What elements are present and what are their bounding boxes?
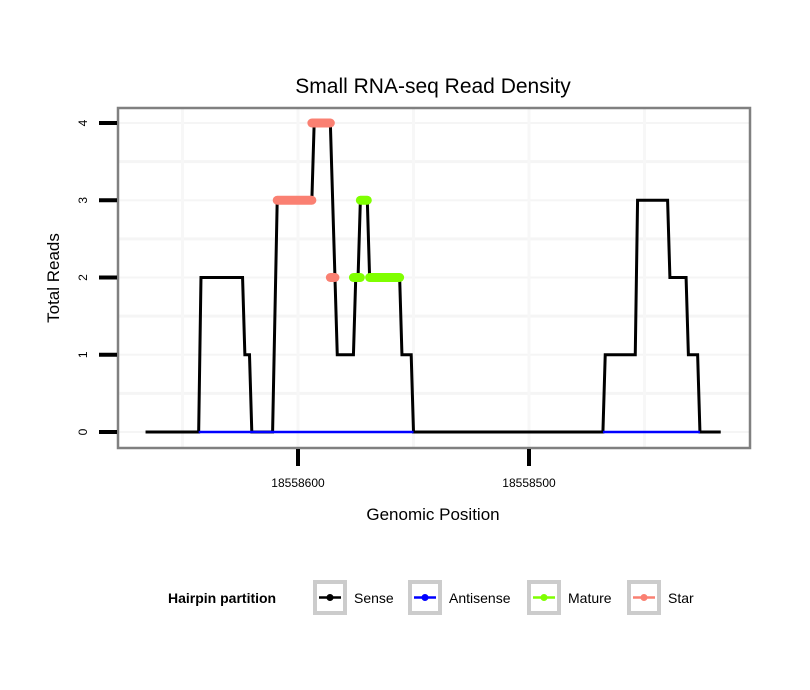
y-tick-label: 0	[76, 428, 90, 435]
series-layer	[145, 118, 721, 434]
y-axis: 0 1 2 3 4	[76, 119, 117, 435]
y-tick-label: 4	[76, 119, 90, 126]
chart-title: Small RNA-seq Read Density	[295, 75, 571, 98]
x-axis-title: Genomic Position	[366, 505, 499, 524]
x-axis: 18558600 18558500	[271, 449, 556, 490]
legend: Hairpin partition Sense Antisense Mature St…	[168, 580, 694, 615]
legend-key-point	[640, 594, 648, 601]
legend-label: Mature	[568, 590, 612, 606]
y-tick-label: 3	[76, 197, 90, 204]
legend-key-point	[540, 594, 548, 601]
legend-item-sense: Sense	[313, 580, 394, 615]
y-axis-title: Total Reads	[44, 233, 63, 323]
legend-item-antisense: Antisense	[408, 580, 511, 615]
legend-title: Hairpin partition	[168, 590, 276, 606]
legend-item-mature: Mature	[527, 580, 612, 615]
plot-panel-border	[116, 106, 752, 450]
legend-key-point	[326, 594, 334, 601]
y-tick-label: 2	[76, 274, 90, 281]
y-tick-label: 1	[76, 351, 90, 358]
legend-key-point	[421, 594, 429, 601]
legend-item-star: Star	[627, 580, 694, 615]
x-tick-label: 18558500	[502, 476, 556, 490]
legend-label: Sense	[354, 590, 394, 606]
legend-label: Antisense	[449, 590, 511, 606]
legend-label: Star	[668, 590, 694, 606]
x-tick-label: 18558600	[271, 476, 325, 490]
